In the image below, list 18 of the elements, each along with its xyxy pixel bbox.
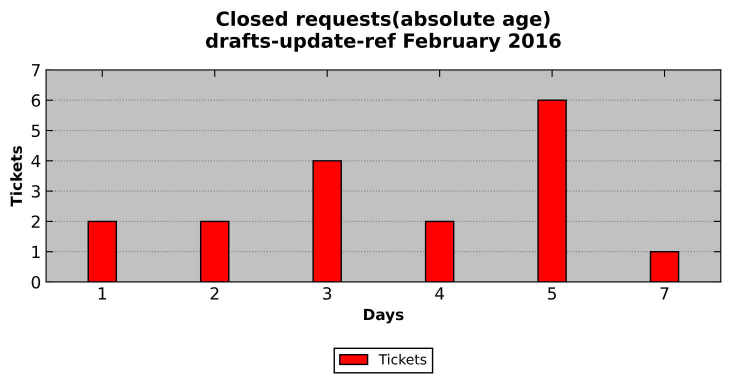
x-axis-title: Days — [364, 308, 404, 324]
y-tick-label: 0 — [32, 276, 40, 289]
x-tick-label: 4 — [435, 287, 444, 300]
y-axis-title: Tickets — [10, 146, 22, 206]
chart-title: Closed requests(absolute age) drafts-update-ref February 2016 — [206, 11, 561, 52]
x-tick-label: 2 — [210, 287, 218, 300]
x-tick-label: 7 — [660, 287, 668, 300]
x-tick-label: 1 — [98, 287, 106, 300]
y-tick-label: 6 — [32, 94, 40, 107]
y-tick-label: 1 — [32, 246, 40, 258]
y-tick-label: 5 — [32, 124, 40, 138]
y-tick-label: 7 — [32, 64, 40, 76]
y-tick-label: 4 — [31, 154, 40, 168]
x-tick-label: 5 — [548, 287, 556, 300]
y-tick-label: 3 — [32, 185, 40, 198]
y-tick-label: 2 — [32, 215, 40, 228]
x-tick-label: 3 — [323, 287, 332, 300]
legend-label: Tickets — [378, 354, 426, 365]
